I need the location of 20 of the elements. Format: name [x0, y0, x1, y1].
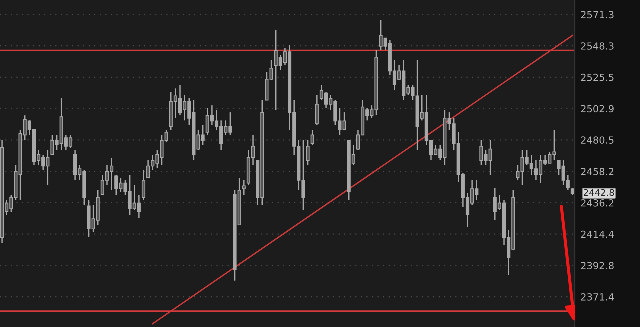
candlestick	[310, 130, 314, 146]
y-tick-label: 2392.8	[581, 262, 614, 270]
y-tick-label: 2371.4	[581, 293, 614, 301]
candlestick	[315, 94, 319, 126]
y-tick-label: 2502.9	[581, 105, 614, 113]
candlestick	[74, 150, 78, 182]
candlestick	[114, 174, 118, 196]
candlestick	[320, 84, 324, 101]
y-tick-label: 2458.2	[581, 168, 614, 176]
candlestick	[178, 84, 182, 116]
y-tick-label: 2548.3	[581, 42, 614, 50]
text: 2442.8	[584, 189, 614, 196]
y-tick-label: 2525.5	[581, 74, 614, 82]
y-tick-label: 2414.4	[581, 230, 614, 238]
candlestick	[538, 154, 543, 184]
y-tick-label: 2436.2	[581, 199, 614, 207]
candlestick	[137, 194, 141, 219]
y-tick-label: 2480.5	[581, 136, 614, 144]
candlestick	[242, 180, 246, 196]
y-tick-label: 2571.3	[581, 11, 614, 19]
